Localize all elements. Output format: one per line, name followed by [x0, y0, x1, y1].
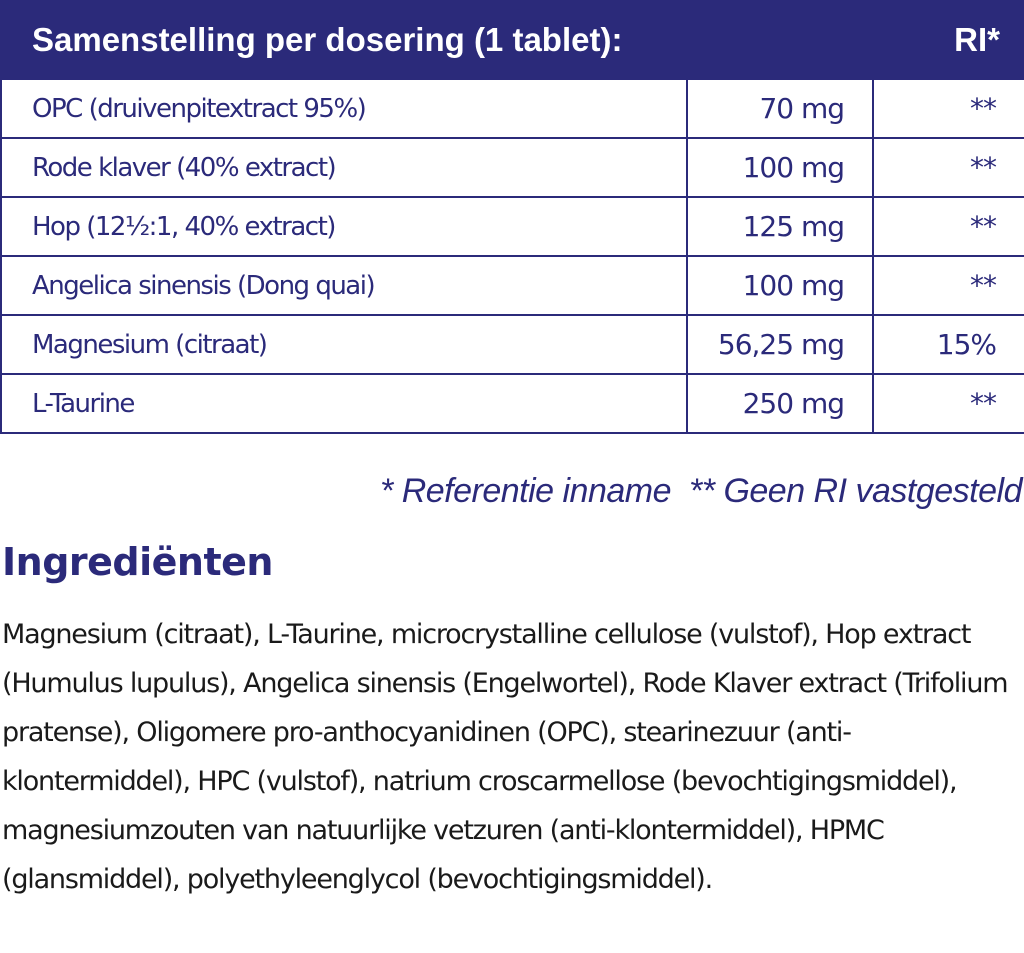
ri-footnote: * Referentie inname ** Geen RI vastgestel…: [380, 472, 1022, 511]
ingredient-amount: 100 mg: [685, 137, 875, 198]
composition-table: Samenstelling per dosering (1 tablet): R…: [0, 0, 1024, 434]
ingredient-amount: 125 mg: [685, 196, 875, 257]
ingredient-ri: **: [872, 137, 1024, 198]
ri-footnote-reference: * Referentie inname: [380, 472, 672, 510]
table-header-row: Samenstelling per dosering (1 tablet): R…: [0, 0, 1024, 80]
ingredient-ri: **: [872, 196, 1024, 257]
ingredient-name: Magnesium (citraat): [0, 314, 688, 375]
ingredient-amount: 56,25 mg: [685, 314, 875, 375]
ingredients-text: Magnesium (citraat), L-Taurine, microcry…: [2, 619, 1009, 895]
composition-table-wrapper: Samenstelling per dosering (1 tablet): R…: [0, 0, 1024, 434]
table-header-title: Samenstelling per dosering (1 tablet):: [0, 0, 875, 80]
ingredient-ri: **: [872, 78, 1024, 139]
ingredient-ri: **: [872, 255, 1024, 316]
table-row: Rode klaver (40% extract) 100 mg **: [0, 137, 1024, 198]
ri-footnote-none: ** Geen RI vastgesteld: [689, 472, 1022, 510]
ingredient-ri: 15%: [872, 314, 1024, 375]
table-row: L-Taurine 250 mg **: [0, 373, 1024, 434]
ingredient-amount: 70 mg: [685, 78, 875, 139]
ingredient-name: OPC (druivenpitextract 95%): [0, 78, 688, 139]
ingredient-name: Rode klaver (40% extract): [0, 137, 688, 198]
table-header-ri: RI*: [872, 0, 1024, 80]
ingredient-name: L-Taurine: [0, 373, 688, 434]
table-row: Angelica sinensis (Dong quai) 100 mg **: [0, 255, 1024, 316]
ingredient-ri: **: [872, 373, 1024, 434]
table-row: OPC (druivenpitextract 95%) 70 mg **: [0, 78, 1024, 139]
ingredients-heading: Ingrediënten: [2, 540, 273, 584]
ingredient-amount: 100 mg: [685, 255, 875, 316]
table-row: Magnesium (citraat) 56,25 mg 15%: [0, 314, 1024, 375]
ingredient-amount: 250 mg: [685, 373, 875, 434]
ingredient-name: Angelica sinensis (Dong quai): [0, 255, 688, 316]
ingredient-name: Hop (12½:1, 40% extract): [0, 196, 688, 257]
table-row: Hop (12½:1, 40% extract) 125 mg **: [0, 196, 1024, 257]
